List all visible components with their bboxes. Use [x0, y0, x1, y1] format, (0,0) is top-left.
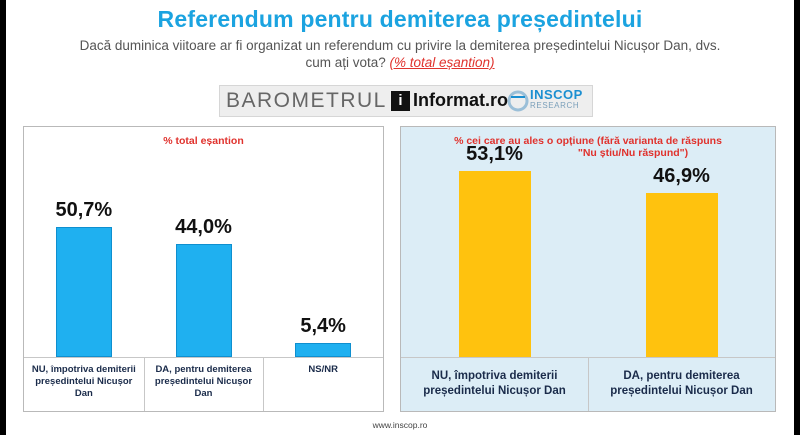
category-separator [588, 357, 589, 411]
value-label-1: 44,0% [175, 216, 232, 239]
inscop-research-label: RESEARCH [530, 101, 580, 110]
informat-logo: Informat.ro [413, 90, 509, 110]
value-label-0: 50,7% [55, 199, 113, 221]
category-separator [263, 357, 265, 411]
bar-1 [645, 192, 718, 357]
sample-note: (% total eșantion) [389, 55, 495, 70]
bar-2 [295, 343, 352, 357]
barometrul-logo: BAROMETRUL [226, 89, 387, 112]
bar-1 [175, 244, 232, 357]
baseline [24, 357, 383, 358]
category-label-0: NU, împotriva demiterii președintelui Ni… [423, 370, 566, 397]
right-chart-title: % cei care au ales o opțiune (fără varia… [401, 135, 775, 159]
value-label-2: 5,4% [300, 315, 346, 338]
value-label-0: 53,1% [466, 143, 523, 165]
question-text: Dacă duminica viitoare ar fi organizat u… [26, 37, 774, 71]
option-chart: % cei care au ales o opțiune (fără varia… [400, 126, 776, 412]
category-label-1: DA, pentru demiterea președintelui Nicuș… [610, 370, 753, 397]
total-sample-chart: % total eșantion 50,7% NU, împotriva demi… [23, 126, 384, 412]
category-label-2: NS/NR [308, 364, 338, 375]
question-line-1: Dacă duminica viitoare ar fi organizat u… [79, 38, 721, 53]
left-chart-title: % total eșantion [163, 135, 244, 147]
value-label-1: 46,9% [653, 164, 710, 187]
category-separator [143, 357, 145, 411]
inscop-logo: INSCOP [530, 87, 583, 102]
right-chart-title-line-2: "Nu știu/Nu răspund") [577, 147, 689, 159]
bar-0 [458, 171, 531, 357]
question-line-2: cum ați vota? [305, 55, 386, 70]
page-title: Referendum pentru demiterea președintelu… [157, 6, 643, 32]
inscop-icon [507, 90, 529, 112]
category-label-1: DA, pentru demiterea președintelui Nicuș… [154, 364, 253, 399]
informat-icon: i [391, 91, 410, 111]
right-chart-title-line-1: % cei care au ales o opțiune (fără varia… [454, 135, 722, 147]
category-label-0: NU, împotriva demiterii președintelui Ni… [31, 364, 136, 399]
website-footer: www.inscop.ro [372, 420, 428, 430]
bar-0 [55, 227, 112, 357]
slide: Referendum pentru demiterea președintelu… [6, 0, 794, 435]
partner-logos-banner: BAROMETRUL i Informat.ro INSCOP RESEARCH [219, 85, 593, 117]
